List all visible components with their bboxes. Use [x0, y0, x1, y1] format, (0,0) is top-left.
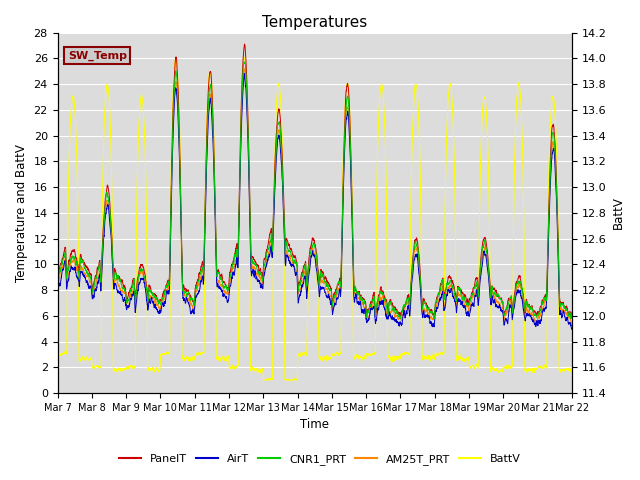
Text: SW_Temp: SW_Temp — [68, 50, 127, 61]
Y-axis label: BattV: BattV — [612, 196, 625, 229]
Title: Temperatures: Temperatures — [262, 15, 367, 30]
Y-axis label: Temperature and BattV: Temperature and BattV — [15, 144, 28, 282]
Legend: PanelT, AirT, CNR1_PRT, AM25T_PRT, BattV: PanelT, AirT, CNR1_PRT, AM25T_PRT, BattV — [115, 450, 525, 469]
X-axis label: Time: Time — [300, 419, 329, 432]
